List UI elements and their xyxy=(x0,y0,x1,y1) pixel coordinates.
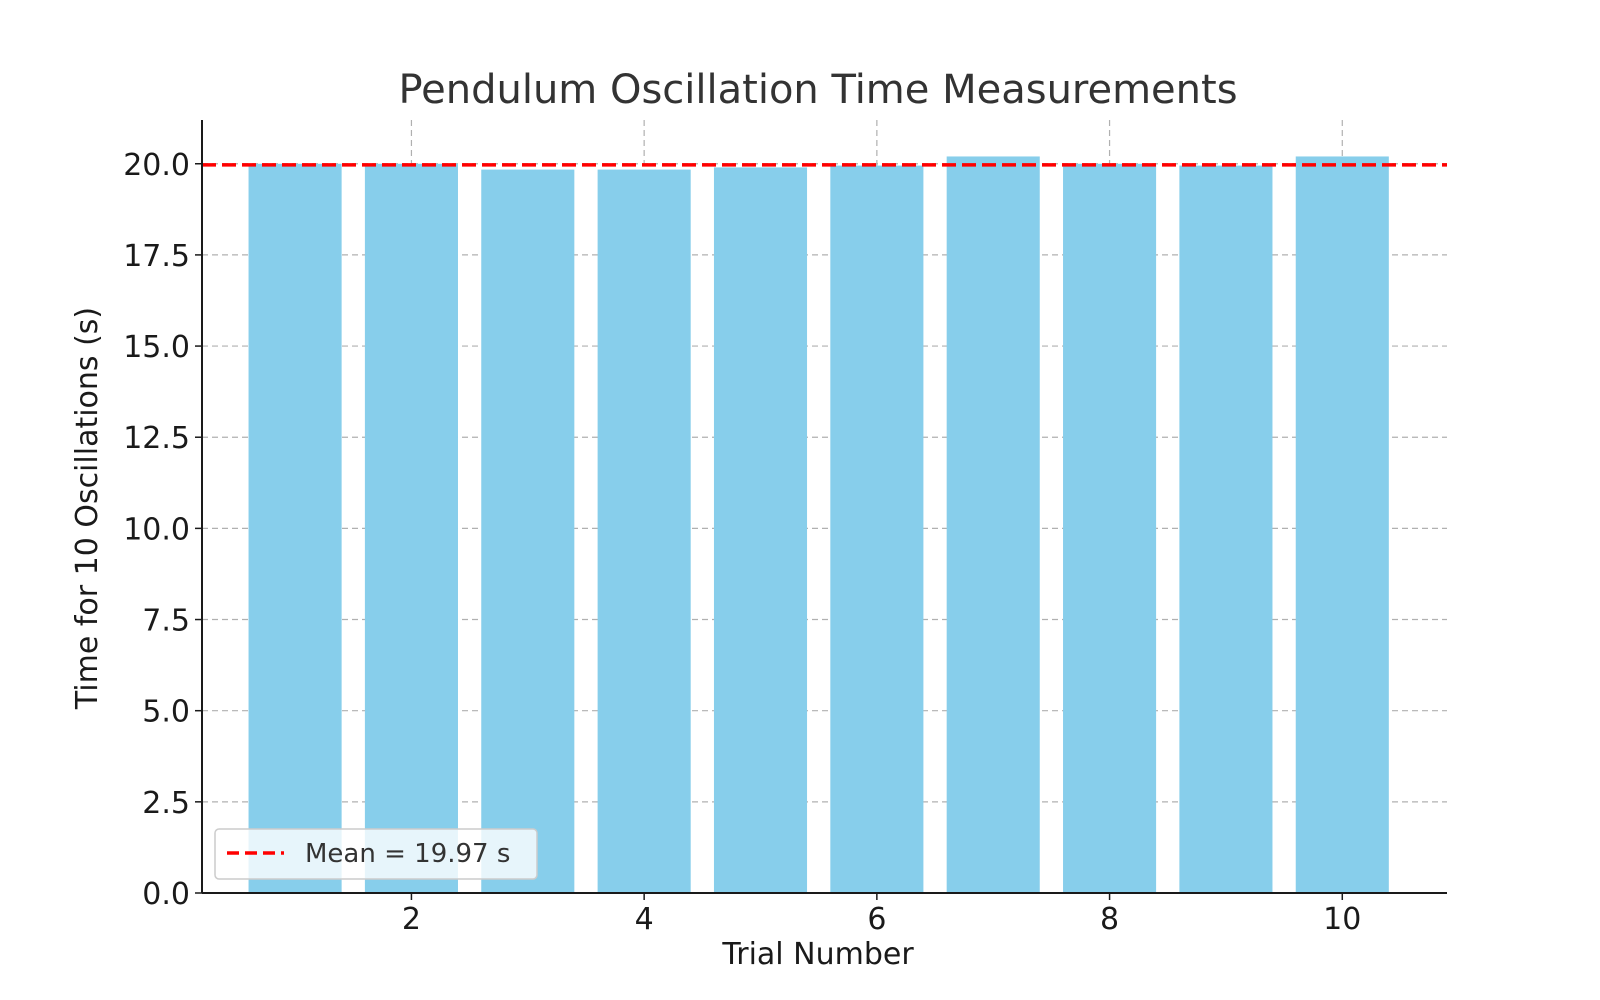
bar-trial-5 xyxy=(713,167,808,893)
bar-trial-3 xyxy=(481,169,575,893)
y-tick-label: 5.0 xyxy=(142,695,190,730)
legend-box xyxy=(214,828,538,880)
x-tick-label: 4 xyxy=(635,902,654,937)
bar-trial-6 xyxy=(830,165,924,894)
x-axis-label: Trial Number xyxy=(721,937,914,972)
legend-mean-label: Mean = 19.97 s xyxy=(305,839,510,869)
x-tick-label: 8 xyxy=(1100,902,1119,937)
x-tick-label: 2 xyxy=(402,902,421,937)
bars xyxy=(248,156,1389,894)
x-tick-label: 10 xyxy=(1323,902,1361,937)
y-tick-label: 10.0 xyxy=(123,512,190,547)
y-tick-label: 12.5 xyxy=(123,421,190,456)
y-axis-label: Time for 10 Oscillations (s) xyxy=(70,307,105,710)
y-tick-label: 17.5 xyxy=(123,239,190,274)
y-tick-label: 15.0 xyxy=(123,330,190,365)
bar-trial-7 xyxy=(946,156,1040,893)
tick-labels: 0.0 2.5 5.0 7.5 10.0 12.5 15.0 17.5 20.0 2 4 6 8 10 xyxy=(123,148,1361,937)
legend: Mean = 19.97 s xyxy=(214,828,538,880)
bar-trial-9 xyxy=(1179,165,1273,894)
bar-trial-8 xyxy=(1063,163,1157,894)
x-tick-label: 6 xyxy=(867,902,886,937)
bar-trial-10 xyxy=(1295,156,1389,893)
y-tick-label: 7.5 xyxy=(142,604,190,639)
y-tick-label: 0.0 xyxy=(142,877,190,912)
bar-trial-2 xyxy=(364,163,458,894)
bar-trial-1 xyxy=(248,163,342,894)
y-tick-label: 2.5 xyxy=(142,786,190,821)
chart-title: Pendulum Oscillation Time Measurements xyxy=(398,67,1237,113)
bar-trial-4 xyxy=(597,169,691,893)
axes xyxy=(195,120,1447,900)
y-tick-label: 20.0 xyxy=(123,148,190,183)
